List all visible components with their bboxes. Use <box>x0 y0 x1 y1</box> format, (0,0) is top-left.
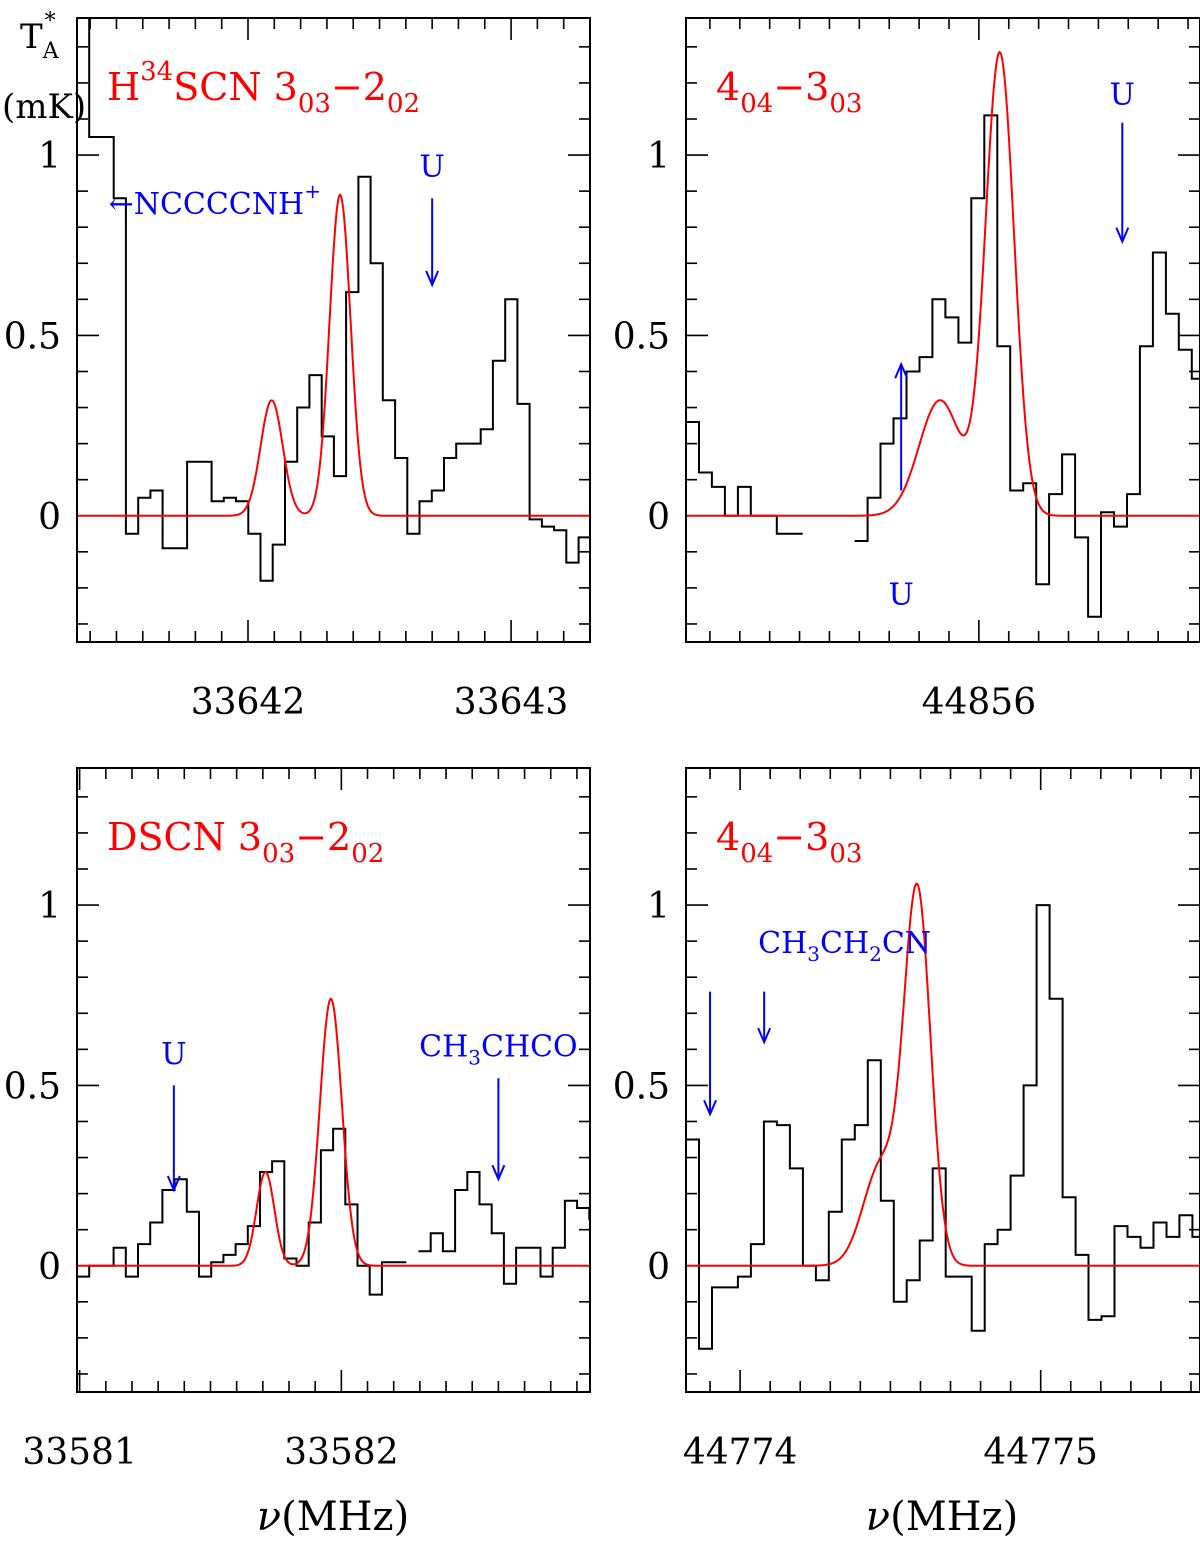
y-axis-unit: (mK) <box>2 87 86 127</box>
annotation <box>703 991 717 1117</box>
annotation-arrowhead <box>425 270 440 288</box>
panel-1: 33642 33643 0 0.5 1 H34SCN 303−202 ←NCCCCNH+ U <box>4 17 591 723</box>
y-tick-label: 0 <box>647 497 670 538</box>
annotation-arrowhead <box>1115 227 1130 245</box>
annotation-label: CH3CH2CN <box>758 926 931 966</box>
observed-spectrum <box>686 114 1200 618</box>
x-tick-label: 33642 <box>191 682 306 723</box>
y-axis-label: TA* <box>20 9 60 64</box>
gaussian-fit <box>77 193 590 517</box>
gaussian-fit <box>686 882 1200 1267</box>
annotation-label: ←NCCCCNH+ <box>109 179 321 222</box>
annotation-arrowhead <box>757 1027 772 1045</box>
annotation-label: CH3CHCO <box>419 1030 578 1070</box>
y-tick-label: 0.5 <box>613 1066 670 1107</box>
panel-frame <box>76 17 591 643</box>
panel-title: DSCN 303−202 <box>107 815 384 869</box>
panel-frame <box>685 17 1200 643</box>
x-tick-label: 44774 <box>683 1432 798 1473</box>
annotation-arrowhead <box>894 361 909 379</box>
y-tick-label: 0.5 <box>613 316 670 357</box>
x-tick-label: 33581 <box>22 1432 137 1473</box>
observed-spectrum <box>686 904 1200 1350</box>
y-tick-label: 0.5 <box>4 316 61 357</box>
x-axis-label-left: ν(MHz) <box>257 1494 409 1540</box>
plot-area <box>686 50 1200 618</box>
panel-frame <box>76 767 591 1393</box>
annotation <box>757 991 772 1045</box>
annotation-arrowhead <box>166 1175 181 1193</box>
x-tick-label: 33582 <box>284 1432 399 1473</box>
panel-2: 44856 0 0.5 1 404−303 U U <box>613 17 1200 723</box>
panel-4: 44774 44775 0 0.5 1 404−303 CH3CH2CN <box>613 767 1200 1473</box>
x-axis-label-right: ν(MHz) <box>866 1494 1018 1540</box>
x-tick-label: 44775 <box>983 1432 1098 1473</box>
panel-3: 33581 33582 0 0.5 1 DSCN 303−202 U CH3CHCO <box>4 767 591 1473</box>
annotation: ←NCCCCNH+ <box>109 179 321 222</box>
annotation: CH3CH2CN <box>758 926 931 966</box>
annotation-label: U <box>1110 78 1135 113</box>
annotation: U <box>889 361 914 613</box>
annotation-label: U <box>420 150 445 185</box>
observed-spectrum <box>77 18 590 582</box>
y-tick-label: 0 <box>38 497 61 538</box>
y-tick-label: 0 <box>647 1247 670 1288</box>
observed-spectrum <box>77 1127 590 1296</box>
x-tick-label: 33643 <box>454 682 569 723</box>
panel-title: H34SCN 303−202 <box>107 57 420 119</box>
annotation-arrowhead <box>491 1164 506 1182</box>
y-tick-label: 1 <box>38 136 61 177</box>
gaussian-fit <box>686 50 1200 517</box>
plot-area <box>77 18 590 582</box>
panel-title: 404−303 <box>716 815 862 869</box>
annotation: U <box>420 150 445 288</box>
y-tick-label: 0.5 <box>4 1066 61 1107</box>
annotation-label: U <box>889 578 914 613</box>
panel-title: 404−303 <box>716 65 862 119</box>
panel-frame <box>685 767 1200 1393</box>
plot-area <box>686 882 1200 1350</box>
x-tick-label: 44856 <box>922 682 1037 723</box>
annotation: CH3CHCO <box>419 1030 578 1182</box>
annotation-arrowhead <box>703 1099 717 1117</box>
y-tick-label: 0 <box>38 1247 61 1288</box>
annotation: U <box>161 1037 186 1193</box>
y-tick-label: 1 <box>647 886 670 927</box>
plot-area <box>77 997 590 1296</box>
y-tick-label: 1 <box>38 886 61 927</box>
annotation-label: U <box>161 1037 186 1072</box>
gaussian-fit <box>77 997 590 1267</box>
y-tick-label: 1 <box>647 136 670 177</box>
annotation: U <box>1110 78 1135 245</box>
